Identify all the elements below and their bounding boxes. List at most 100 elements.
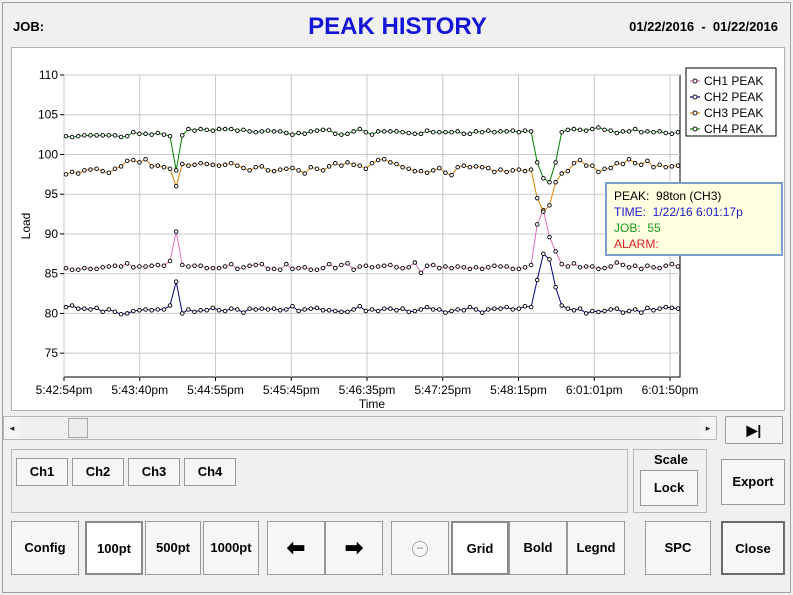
data-point-ch3	[302, 171, 307, 176]
data-point-ch4	[528, 129, 534, 134]
data-point-ch3	[375, 157, 381, 163]
data-point-ch4	[192, 128, 197, 133]
data-point-ch1	[388, 262, 393, 268]
minus-circle-icon: −	[412, 540, 428, 557]
data-point-ch1	[82, 265, 87, 271]
data-point-ch3	[522, 168, 528, 174]
data-point-ch3	[149, 164, 154, 169]
data-point-ch2	[449, 308, 454, 314]
bold-button[interactable]: Bold	[509, 521, 567, 575]
data-point-ch3	[510, 168, 516, 173]
data-point-ch4	[486, 128, 491, 133]
config-button[interactable]: Config	[11, 521, 79, 575]
data-point-ch1	[418, 270, 424, 276]
prev-button[interactable]: ⬅	[267, 521, 325, 575]
job-label: JOB:	[13, 19, 45, 34]
data-point-ch4	[516, 129, 522, 135]
data-point-ch1	[333, 265, 338, 271]
y-tick-label: 95	[45, 187, 59, 201]
data-point-ch2	[510, 307, 516, 312]
grid-button[interactable]: Grid	[451, 521, 509, 575]
data-point-ch2	[75, 306, 81, 311]
data-point-ch2	[351, 307, 356, 312]
lock-button[interactable]: Lock	[640, 470, 698, 506]
data-point-ch2	[571, 307, 577, 313]
data-point-ch2	[357, 304, 363, 309]
data-point-ch3	[216, 163, 222, 168]
scroll-thumb[interactable]	[68, 418, 88, 438]
data-point-ch4	[651, 129, 656, 135]
data-point-ch3	[192, 162, 197, 168]
next-button[interactable]: ➡	[325, 521, 383, 575]
data-point-ch3	[112, 166, 118, 172]
y-tick-label: 90	[45, 227, 59, 241]
ch2-button[interactable]: Ch2	[72, 458, 124, 486]
data-point-ch4	[155, 130, 161, 136]
data-point-ch4	[455, 129, 460, 134]
scroll-end-button[interactable]: ▶|	[725, 416, 783, 444]
data-point-ch1	[663, 263, 669, 268]
data-point-ch4	[308, 129, 314, 134]
x-tick-label: 5:48:15pm	[490, 383, 547, 397]
data-point-ch2	[473, 307, 479, 312]
data-point-ch2	[614, 306, 620, 311]
data-point-ch4	[82, 133, 87, 138]
y-tick-label: 110	[39, 68, 58, 82]
data-point-ch1	[222, 264, 228, 269]
horizontal-scrollbar[interactable]: ◂ ▸	[3, 416, 717, 440]
ch1-button[interactable]: Ch1	[16, 458, 68, 486]
500pt-button[interactable]: 500pt	[145, 521, 201, 575]
data-point-ch2	[455, 307, 460, 312]
data-point-ch3	[577, 157, 583, 163]
zoom-out-button[interactable]: −	[391, 521, 449, 575]
data-point-ch2	[430, 307, 436, 312]
data-point-ch1	[357, 264, 363, 269]
data-point-ch2	[180, 311, 185, 316]
data-point-ch4	[253, 129, 258, 135]
export-button[interactable]: Export	[721, 459, 785, 505]
scroll-left-button[interactable]: ◂	[4, 417, 20, 439]
data-point-ch2	[424, 304, 430, 310]
data-point-ch3	[602, 166, 607, 172]
data-point-ch4	[565, 127, 571, 133]
data-point-ch1	[277, 267, 283, 272]
data-point-ch3	[290, 165, 295, 171]
data-point-ch2	[632, 307, 638, 312]
data-point-ch1	[296, 265, 301, 271]
data-point-ch4	[235, 128, 240, 133]
data-point-ch3	[167, 166, 173, 172]
x-tick-label: 5:46:35pm	[339, 383, 396, 397]
data-point-ch2	[443, 310, 448, 315]
data-point-ch3	[253, 164, 258, 170]
data-point-ch4	[228, 126, 234, 132]
data-point-ch4	[161, 132, 167, 137]
data-point-ch3	[486, 165, 491, 171]
data-point-ch4	[118, 134, 124, 140]
data-point-ch4	[345, 131, 350, 137]
data-point-ch4	[602, 127, 607, 133]
ch4-button[interactable]: Ch4	[184, 458, 236, 486]
data-point-ch1	[75, 267, 81, 272]
data-point-ch1	[437, 265, 442, 271]
1000pt-button[interactable]: 1000pt	[203, 521, 259, 575]
legend-button[interactable]: Legnd	[567, 521, 625, 575]
scroll-right-button[interactable]: ▸	[700, 417, 716, 439]
data-point-ch3	[186, 163, 191, 168]
data-point-ch4	[510, 128, 516, 133]
x-tick-label: 5:45:45pm	[263, 383, 320, 397]
data-point-ch3	[198, 160, 203, 166]
data-point-ch2	[186, 307, 191, 312]
data-point-ch3	[492, 169, 497, 175]
tooltip-job: JOB: 55	[614, 221, 661, 235]
data-point-ch3	[357, 163, 363, 168]
data-point-ch2	[381, 306, 387, 311]
data-point-ch4	[100, 133, 105, 138]
data-point-ch3	[559, 171, 564, 176]
spc-button[interactable]: SPC	[645, 521, 711, 575]
data-point-ch3	[461, 163, 467, 168]
data-point-ch3	[614, 160, 620, 166]
data-point-ch4	[547, 180, 552, 185]
close-button[interactable]: Close	[721, 521, 785, 575]
ch3-button[interactable]: Ch3	[128, 458, 180, 486]
100pt-button[interactable]: 100pt	[85, 521, 143, 575]
